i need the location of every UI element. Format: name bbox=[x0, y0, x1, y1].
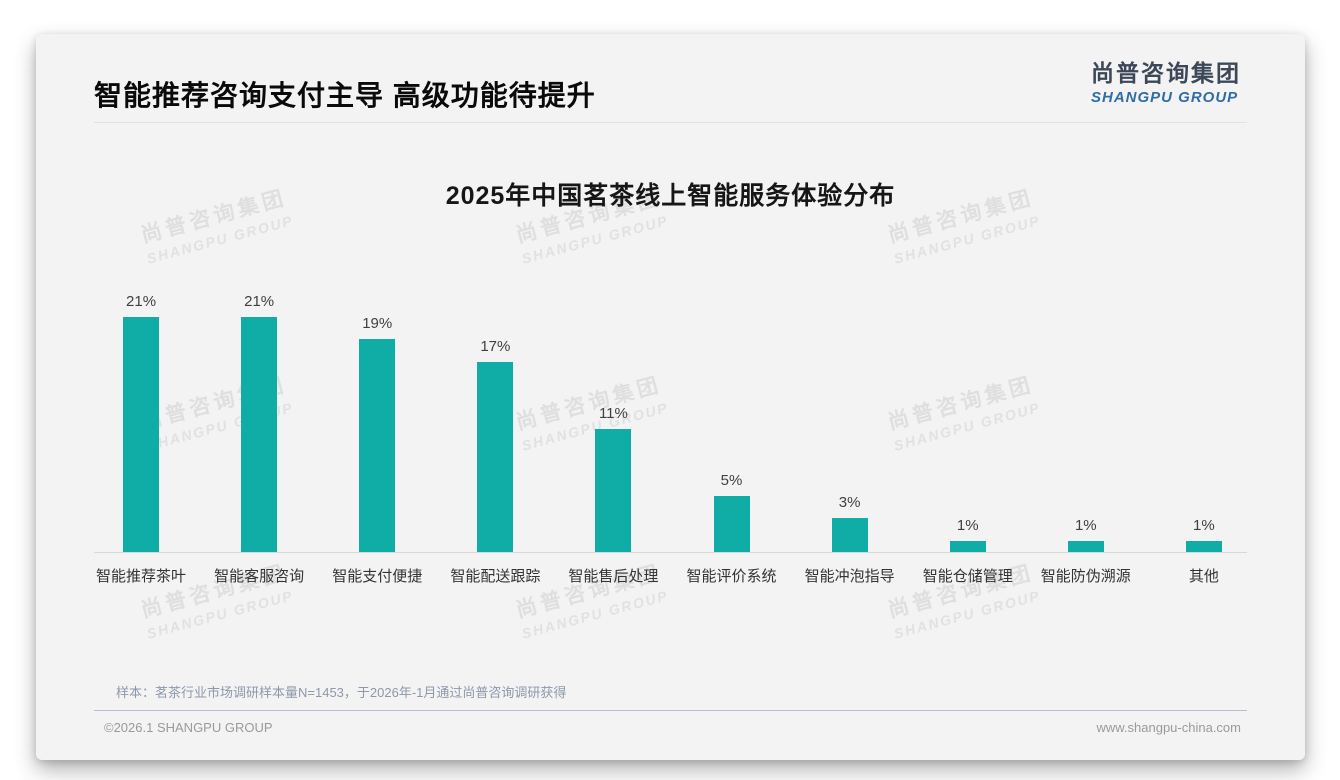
category-label: 智能冲泡指导 bbox=[804, 568, 895, 585]
watermark-english-text: SHANGPU GROUP bbox=[520, 212, 671, 267]
bar-value-label: 5% bbox=[720, 472, 743, 489]
bar-column: 21% bbox=[82, 284, 200, 552]
category-label: 智能售后处理 bbox=[568, 568, 659, 585]
watermark-english-text: SHANGPU GROUP bbox=[145, 212, 296, 267]
category-label: 智能仓储管理 bbox=[922, 568, 1013, 585]
chart-title: 2025年中国茗茶线上智能服务体验分布 bbox=[445, 182, 896, 210]
bar bbox=[1067, 541, 1104, 552]
title-divider bbox=[94, 122, 1247, 123]
bar bbox=[713, 496, 750, 552]
bar bbox=[477, 362, 514, 552]
bar-value-label: 21% bbox=[126, 293, 157, 310]
category-label: 智能支付便捷 bbox=[332, 568, 423, 585]
bar-value-label: 11% bbox=[598, 405, 628, 422]
bar bbox=[595, 429, 632, 552]
bar-column: 5% bbox=[672, 284, 790, 552]
bar-column: 1% bbox=[909, 284, 1027, 552]
category-label: 智能评价系统 bbox=[686, 568, 777, 585]
bar-value-label: 1% bbox=[1074, 517, 1097, 534]
category-axis: 智能推荐茶叶 智能客服咨询 智能支付便捷 智能配送跟踪 智能售后处理 智能评价系统 智能冲泡… bbox=[82, 565, 1263, 586]
bar-column: 3% bbox=[791, 284, 909, 552]
bar bbox=[831, 518, 868, 552]
logo-chinese-text: 尚普咨询集团 bbox=[1091, 60, 1241, 86]
company-logo: 尚普咨询集团 SHANGPU GROUP bbox=[1091, 54, 1241, 106]
bar-value-label: 17% bbox=[480, 338, 511, 355]
copyright-text: ©2026.1 SHANGPU GROUP bbox=[104, 720, 273, 735]
category-label: 智能推荐茶叶 bbox=[96, 568, 187, 585]
website-text: www.shangpu-china.com bbox=[1096, 720, 1241, 735]
bar-value-label: 1% bbox=[956, 517, 979, 534]
bar-column: 1% bbox=[1027, 284, 1145, 552]
watermark-english-text: SHANGPU GROUP bbox=[520, 587, 671, 642]
x-axis-line bbox=[94, 552, 1247, 553]
footer-divider bbox=[94, 710, 1247, 711]
bar bbox=[359, 339, 396, 552]
bar-column: 17% bbox=[436, 284, 554, 552]
bar bbox=[123, 317, 160, 552]
bar-column: 21% bbox=[200, 284, 318, 552]
bar-column: 1% bbox=[1145, 284, 1263, 552]
logo-english-text: SHANGPU GROUP bbox=[1091, 89, 1239, 106]
bar-value-label: 21% bbox=[244, 293, 275, 310]
bar bbox=[1185, 541, 1222, 552]
bar-value-label: 3% bbox=[838, 494, 861, 511]
bar-column: 11% bbox=[554, 284, 672, 552]
category-label: 其他 bbox=[1188, 568, 1219, 585]
watermark-english-text: SHANGPU GROUP bbox=[892, 587, 1043, 642]
category-label: 智能客服咨询 bbox=[214, 568, 305, 585]
bars-row: 21% 21% 19% 17% 11% 5% 3% 1% 1% 1% bbox=[82, 284, 1263, 552]
category-label: 智能防伪溯源 bbox=[1040, 568, 1131, 585]
bar bbox=[241, 317, 278, 552]
watermark-english-text: SHANGPU GROUP bbox=[892, 212, 1043, 267]
bar-column: 19% bbox=[318, 284, 436, 552]
bar bbox=[949, 541, 986, 552]
bar-value-label: 1% bbox=[1193, 517, 1215, 534]
slide-card: 智能推荐咨询支付主导 高级功能待提升 尚普咨询集团 SHANGPU GROUP … bbox=[36, 34, 1305, 760]
category-label: 智能配送跟踪 bbox=[450, 568, 541, 585]
sample-note: 样本：茗茶行业市场调研样本量N=1453，于2026年-1月通过尚普咨询调研获得 bbox=[116, 685, 567, 700]
bar-chart: 21% 21% 19% 17% 11% 5% 3% 1% 1% 1% bbox=[82, 284, 1263, 552]
watermark-english-text: SHANGPU GROUP bbox=[145, 587, 296, 642]
bar-value-label: 19% bbox=[362, 315, 393, 332]
page-title: 智能推荐咨询支付主导 高级功能待提升 bbox=[94, 80, 596, 111]
